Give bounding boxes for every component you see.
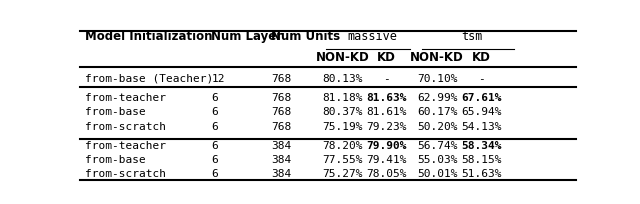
Text: 79.41%: 79.41% xyxy=(366,155,407,165)
Text: 55.03%: 55.03% xyxy=(417,155,458,165)
Text: 6: 6 xyxy=(211,108,218,118)
Text: Model Initialization: Model Initialization xyxy=(85,30,212,43)
Text: 768: 768 xyxy=(271,122,291,132)
Text: 768: 768 xyxy=(271,93,291,103)
Text: 80.13%: 80.13% xyxy=(323,74,363,84)
Text: 67.61%: 67.61% xyxy=(461,93,502,103)
Text: 56.74%: 56.74% xyxy=(417,141,458,151)
Text: 78.20%: 78.20% xyxy=(323,141,363,151)
Text: NON-KD: NON-KD xyxy=(316,51,370,64)
Text: KD: KD xyxy=(377,51,396,64)
Text: 79.90%: 79.90% xyxy=(366,141,407,151)
Text: 51.63%: 51.63% xyxy=(461,170,502,180)
Text: NON-KD: NON-KD xyxy=(410,51,464,64)
Text: 384: 384 xyxy=(271,155,291,165)
Text: 75.19%: 75.19% xyxy=(323,122,363,132)
Text: 6: 6 xyxy=(211,122,218,132)
Text: massive: massive xyxy=(348,30,397,43)
Text: 62.99%: 62.99% xyxy=(417,93,458,103)
Text: KD: KD xyxy=(472,51,491,64)
Text: from-base: from-base xyxy=(85,155,146,165)
Text: -: - xyxy=(478,74,485,84)
Text: 768: 768 xyxy=(271,74,291,84)
Text: 6: 6 xyxy=(211,170,218,180)
Text: 6: 6 xyxy=(211,93,218,103)
Text: 384: 384 xyxy=(271,141,291,151)
Text: from-base: from-base xyxy=(85,108,146,118)
Text: 77.55%: 77.55% xyxy=(323,155,363,165)
Text: 81.63%: 81.63% xyxy=(366,93,407,103)
Text: from-base (Teacher): from-base (Teacher) xyxy=(85,74,213,84)
Text: -: - xyxy=(383,74,390,84)
Text: 70.10%: 70.10% xyxy=(417,74,458,84)
Text: 768: 768 xyxy=(271,108,291,118)
Text: from-teacher: from-teacher xyxy=(85,141,166,151)
Text: 79.23%: 79.23% xyxy=(366,122,407,132)
Text: from-scratch: from-scratch xyxy=(85,170,166,180)
Text: 384: 384 xyxy=(271,170,291,180)
Text: 65.94%: 65.94% xyxy=(461,108,502,118)
Text: 6: 6 xyxy=(211,155,218,165)
Text: 75.27%: 75.27% xyxy=(323,170,363,180)
Text: tsm: tsm xyxy=(461,30,483,43)
Text: 6: 6 xyxy=(211,141,218,151)
Text: 50.01%: 50.01% xyxy=(417,170,458,180)
Text: 81.18%: 81.18% xyxy=(323,93,363,103)
Text: 58.34%: 58.34% xyxy=(461,141,502,151)
Text: from-teacher: from-teacher xyxy=(85,93,166,103)
Text: 81.61%: 81.61% xyxy=(366,108,407,118)
Text: 80.37%: 80.37% xyxy=(323,108,363,118)
Text: 54.13%: 54.13% xyxy=(461,122,502,132)
Text: 58.15%: 58.15% xyxy=(461,155,502,165)
Text: 78.05%: 78.05% xyxy=(366,170,407,180)
Text: from-scratch: from-scratch xyxy=(85,122,166,132)
Text: Num Layer: Num Layer xyxy=(211,30,283,43)
Text: 12: 12 xyxy=(211,74,225,84)
Text: 60.17%: 60.17% xyxy=(417,108,458,118)
Text: 50.20%: 50.20% xyxy=(417,122,458,132)
Text: Num Units: Num Units xyxy=(271,30,340,43)
